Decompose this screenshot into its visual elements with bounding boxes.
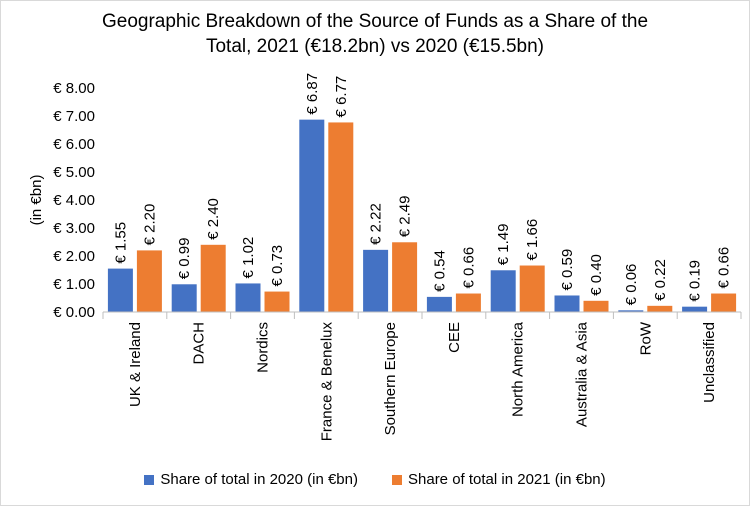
bar-2020: [363, 249, 389, 312]
legend-item-2020: Share of total in 2020 (in €bn): [144, 471, 358, 488]
bar-2020: [426, 296, 452, 312]
bar-2021: [455, 293, 481, 312]
y-tick-label: € 5.00: [53, 164, 95, 181]
x-tick-label: Nordics: [255, 322, 272, 373]
data-label-2020: € 1.49: [495, 224, 512, 266]
chart-title-line-1: Geographic Breakdown of the Source of Fu…: [101, 11, 649, 32]
y-tick-label: € 7.00: [53, 108, 95, 125]
data-label-2021: € 0.73: [269, 245, 286, 287]
bar-2021: [328, 122, 354, 312]
bar-2020: [490, 270, 516, 312]
data-label-2020: € 0.06: [623, 264, 640, 306]
y-tick-label: € 4.00: [53, 192, 95, 209]
bar-2020: [299, 119, 325, 312]
data-label-2021: € 2.49: [397, 196, 414, 238]
data-label-2020: € 0.54: [431, 250, 448, 292]
bar-chart: € 0.00 € 1.00 € 2.00 € 3.00 € 4.00 € 5.00 € 6.…: [28, 73, 742, 442]
x-tick-label: Australia & Asia: [574, 321, 591, 427]
data-label-2021: € 0.66: [460, 247, 477, 289]
data-label-2020: € 2.22: [368, 203, 385, 245]
y-tick-label: € 1.00: [53, 276, 95, 293]
bar-2020: [618, 310, 644, 312]
legend-swatch-2020: [144, 474, 155, 485]
x-tick-label: France & Benelux: [318, 322, 335, 442]
chart-title: Geographic Breakdown of the Source of Fu…: [1, 9, 749, 59]
y-tick-label: € 3.00: [53, 220, 95, 237]
bar-2021: [583, 300, 609, 312]
y-tick-label: € 0.00: [53, 304, 95, 321]
bar-2021: [136, 250, 162, 312]
y-tick-label: € 2.00: [53, 248, 95, 265]
data-label-2021: € 2.20: [141, 204, 158, 246]
bar-2020: [107, 268, 133, 312]
data-label-2021: € 6.77: [333, 76, 350, 118]
data-label-2021: € 0.66: [716, 247, 733, 289]
bar-2020: [171, 284, 197, 312]
data-label-2021: € 2.40: [205, 198, 222, 240]
x-tick-label: RoW: [637, 321, 654, 355]
y-tick-label: € 8.00: [53, 80, 95, 97]
x-tick-label: DACH: [191, 322, 208, 365]
data-label-2021: € 1.66: [524, 219, 541, 261]
data-label-2020: € 0.99: [176, 238, 193, 280]
bar-2021: [711, 293, 737, 312]
bar-2021: [647, 305, 673, 312]
chart-legend: Share of total in 2020 (in €bn) Share of…: [1, 471, 749, 488]
data-label-2020: € 1.55: [112, 222, 129, 264]
bar-2020: [554, 295, 580, 312]
x-tick-label: CEE: [446, 322, 463, 353]
data-label-2021: € 0.22: [652, 259, 669, 301]
bar-2020: [682, 306, 708, 312]
bar-2021: [519, 265, 545, 312]
bar-2021: [392, 242, 418, 312]
data-label-2020: € 1.02: [240, 237, 257, 279]
x-tick-label: UK & Ireland: [127, 322, 144, 407]
legend-label-2021: Share of total in 2021 (in €bn): [408, 471, 606, 488]
legend-label-2020: Share of total in 2020 (in €bn): [160, 471, 358, 488]
data-label-2020: € 0.59: [559, 249, 576, 291]
data-label-2020: € 6.87: [304, 73, 321, 115]
y-axis-label: (in €bn): [28, 175, 45, 226]
legend-swatch-2021: [392, 474, 402, 485]
y-tick-label: € 6.00: [53, 136, 95, 153]
x-tick-label: Southern Europe: [382, 322, 399, 435]
bar-2021: [200, 244, 226, 312]
bar-2021: [264, 291, 290, 312]
x-tick-label: Unclassified: [701, 322, 718, 403]
bar-2020: [235, 283, 261, 312]
data-label-2021: € 0.40: [588, 254, 605, 296]
data-label-2020: € 0.19: [687, 260, 704, 302]
x-tick-label: North America: [510, 321, 527, 417]
chart-title-line-2: Total, 2021 (€18.2bn) vs 2020 (€15.5bn): [205, 36, 544, 57]
legend-item-2021: Share of total in 2021 (in €bn): [392, 471, 606, 488]
